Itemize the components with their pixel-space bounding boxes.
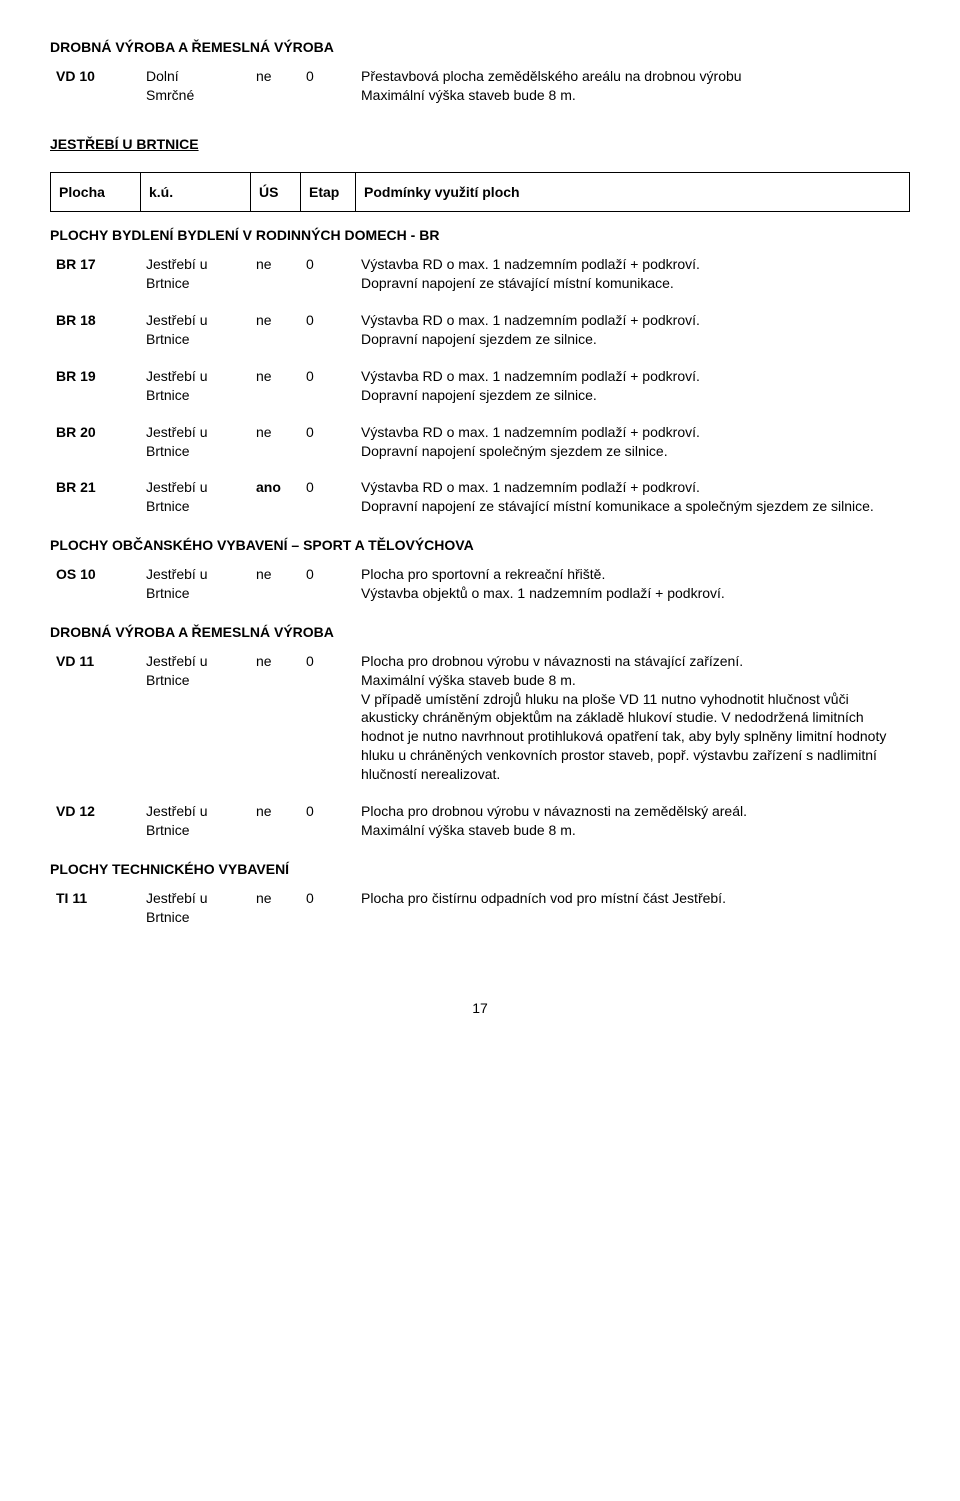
table-sec1: VD 10 DolníSmrčné ne 0 Přestavbová ploch… — [50, 61, 910, 117]
row-cond: Plocha pro čistírnu odpadních vod pro mí… — [355, 883, 910, 939]
section-title-bydleni: PLOCHY BYDLENÍ BYDLENÍ V RODINNÝCH DOMEC… — [50, 226, 910, 245]
row-code: VD 11 — [50, 646, 140, 796]
row-code: BR 19 — [50, 361, 140, 417]
heading-jestrebi: JESTŘEBÍ U BRTNICE — [50, 135, 910, 154]
table-row: BR 21 Jestřebí uBrtnice ano 0 Výstavba R… — [50, 472, 910, 528]
row-loc: Jestřebí uBrtnice — [140, 417, 250, 473]
row-code: VD 12 — [50, 796, 140, 852]
header-boxed: Plocha k.ú. ÚS Etap Podmínky využití plo… — [50, 172, 910, 213]
table-row: VD 11 Jestřebí uBrtnice ne 0 Plocha pro … — [50, 646, 910, 796]
table-row: BR 17 Jestřebí uBrtnice ne 0 Výstavba RD… — [50, 249, 910, 305]
table-sec2: BR 17 Jestřebí uBrtnice ne 0 Výstavba RD… — [50, 249, 910, 528]
row-cond: Plocha pro sportovní a rekreační hřiště.… — [355, 559, 910, 615]
row-etap: 0 — [300, 883, 355, 939]
row-us: ne — [250, 361, 300, 417]
page-number: 17 — [50, 999, 910, 1018]
row-us: ne — [250, 305, 300, 361]
section-title-sport: PLOCHY OBČANSKÉHO VYBAVENÍ – SPORT A TĚL… — [50, 536, 910, 555]
table-row: OS 10 Jestřebí uBrtnice ne 0 Plocha pro … — [50, 559, 910, 615]
row-loc: Jestřebí uBrtnice — [140, 883, 250, 939]
hdr-ku: k.ú. — [141, 172, 251, 212]
header-row: Plocha k.ú. ÚS Etap Podmínky využití plo… — [51, 172, 910, 212]
hdr-etap: Etap — [301, 172, 356, 212]
hdr-plocha: Plocha — [51, 172, 141, 212]
row-us: ne — [250, 796, 300, 852]
row-code: TI 11 — [50, 883, 140, 939]
row-etap: 0 — [300, 417, 355, 473]
row-cond: Výstavba RD o max. 1 nadzemním podlaží +… — [355, 472, 910, 528]
table-row: BR 18 Jestřebí uBrtnice ne 0 Výstavba RD… — [50, 305, 910, 361]
section-title-technicke: PLOCHY TECHNICKÉHO VYBAVENÍ — [50, 860, 910, 879]
row-loc: DolníSmrčné — [140, 61, 250, 117]
table-sec3: OS 10 Jestřebí uBrtnice ne 0 Plocha pro … — [50, 559, 910, 615]
table-sec4: VD 11 Jestřebí uBrtnice ne 0 Plocha pro … — [50, 646, 910, 852]
row-cond: Výstavba RD o max. 1 nadzemním podlaží +… — [355, 249, 910, 305]
row-code: BR 18 — [50, 305, 140, 361]
section-title-drobna-2: DROBNÁ VÝROBA A ŘEMESLNÁ VÝROBA — [50, 623, 910, 642]
row-cond: Plocha pro drobnou výrobu v návaznosti n… — [355, 646, 910, 796]
row-code: BR 20 — [50, 417, 140, 473]
row-us: ne — [250, 249, 300, 305]
row-cond: Plocha pro drobnou výrobu v návaznosti n… — [355, 796, 910, 852]
row-us: ne — [250, 417, 300, 473]
table-row: TI 11 Jestřebí uBrtnice ne 0 Plocha pro … — [50, 883, 910, 939]
table-row: VD 10 DolníSmrčné ne 0 Přestavbová ploch… — [50, 61, 910, 117]
row-cond: Výstavba RD o max. 1 nadzemním podlaží +… — [355, 305, 910, 361]
row-etap: 0 — [300, 305, 355, 361]
table-row: BR 20 Jestřebí uBrtnice ne 0 Výstavba RD… — [50, 417, 910, 473]
row-loc: Jestřebí uBrtnice — [140, 559, 250, 615]
row-us: ne — [250, 61, 300, 117]
row-code: BR 17 — [50, 249, 140, 305]
table-row: VD 12 Jestřebí uBrtnice ne 0 Plocha pro … — [50, 796, 910, 852]
row-code: OS 10 — [50, 559, 140, 615]
hdr-cond: Podmínky využití ploch — [356, 172, 910, 212]
table-row: BR 19 Jestřebí uBrtnice ne 0 Výstavba RD… — [50, 361, 910, 417]
row-loc: Jestřebí uBrtnice — [140, 472, 250, 528]
hdr-us: ÚS — [251, 172, 301, 212]
row-code: VD 10 — [50, 61, 140, 117]
row-us: ne — [250, 646, 300, 796]
row-loc: Jestřebí uBrtnice — [140, 305, 250, 361]
row-code: BR 21 — [50, 472, 140, 528]
row-etap: 0 — [300, 796, 355, 852]
row-loc: Jestřebí uBrtnice — [140, 249, 250, 305]
row-etap: 0 — [300, 361, 355, 417]
row-etap: 0 — [300, 646, 355, 796]
row-us: ne — [250, 559, 300, 615]
row-us: ne — [250, 883, 300, 939]
table-sec5: TI 11 Jestřebí uBrtnice ne 0 Plocha pro … — [50, 883, 910, 939]
row-etap: 0 — [300, 249, 355, 305]
row-cond: Výstavba RD o max. 1 nadzemním podlaží +… — [355, 417, 910, 473]
row-cond: Přestavbová plocha zemědělského areálu n… — [355, 61, 910, 117]
section-title-drobna-1: DROBNÁ VÝROBA A ŘEMESLNÁ VÝROBA — [50, 38, 910, 57]
row-etap: 0 — [300, 559, 355, 615]
row-cond: Výstavba RD o max. 1 nadzemním podlaží +… — [355, 361, 910, 417]
row-etap: 0 — [300, 472, 355, 528]
row-etap: 0 — [300, 61, 355, 117]
row-loc: Jestřebí uBrtnice — [140, 646, 250, 796]
row-loc: Jestřebí uBrtnice — [140, 796, 250, 852]
row-us: ano — [250, 472, 300, 528]
row-loc: Jestřebí uBrtnice — [140, 361, 250, 417]
